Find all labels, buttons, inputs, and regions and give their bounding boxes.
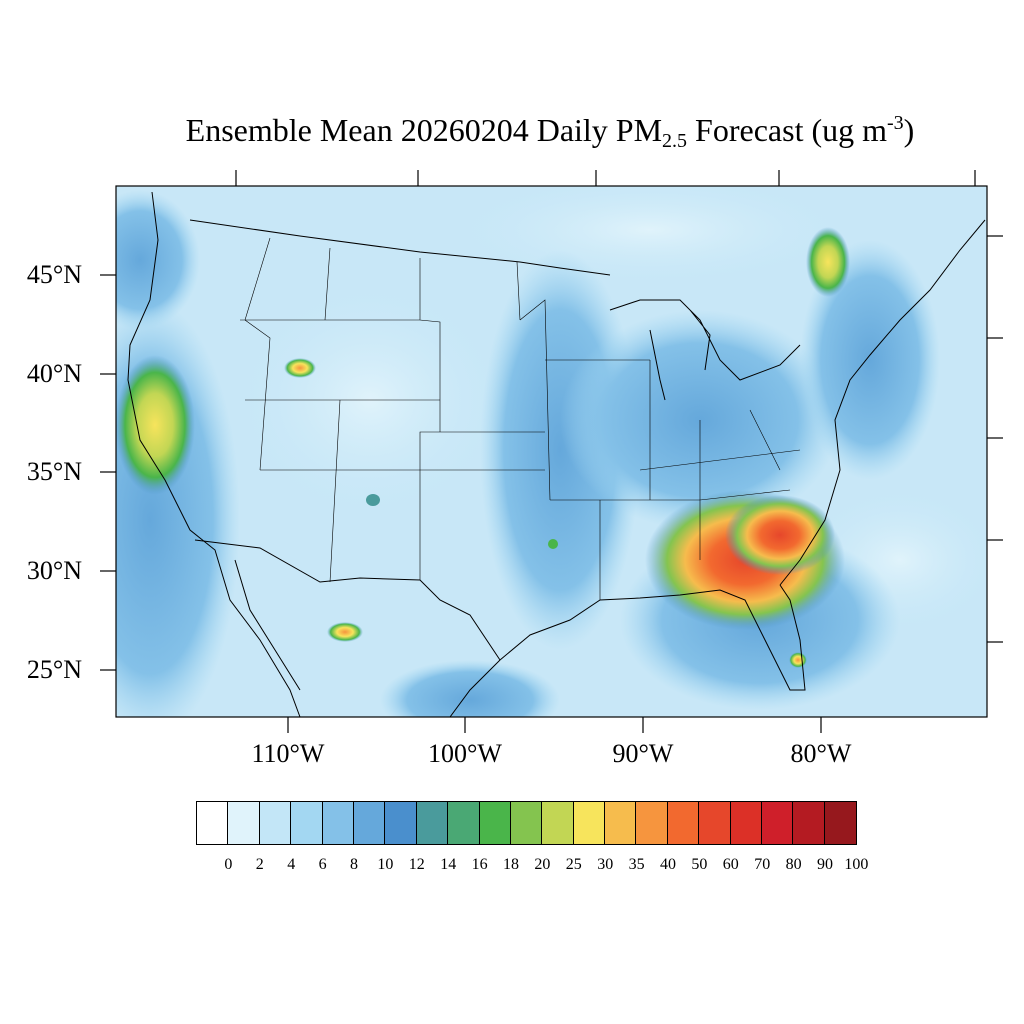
colorbar-swatch xyxy=(605,802,637,844)
lon-label-110w: 110°W xyxy=(251,739,325,768)
colorbar-swatch xyxy=(667,802,700,844)
mexico-border xyxy=(194,539,501,661)
great-lakes xyxy=(609,299,801,401)
colorbar-tick-label: 100 xyxy=(844,856,869,873)
colorbar-tick-label: 35 xyxy=(628,856,645,873)
lon-label-100w: 100°W xyxy=(428,739,502,768)
lat-label-25n: 25°N xyxy=(26,655,82,684)
colorbar-tick-label: 70 xyxy=(754,856,771,873)
title-end: ) xyxy=(903,112,915,148)
colorbar-swatch xyxy=(291,802,323,844)
colorbar-tick-label: 25 xyxy=(565,856,582,873)
colorbar-swatch xyxy=(228,802,260,844)
gulf-coastline xyxy=(449,584,806,717)
colorbar-tick-label: 18 xyxy=(503,856,519,873)
title-subscript: 2.5 xyxy=(662,130,688,152)
canada-border xyxy=(189,219,611,276)
colorbar-tick-label: 60 xyxy=(722,856,739,873)
lon-label-80w: 80°W xyxy=(790,739,852,768)
state-lines xyxy=(240,237,801,600)
colorbar-tick-label: 30 xyxy=(597,856,614,873)
colorbar-tick-label: 6 xyxy=(318,856,327,873)
lat-label-45n: 45°N xyxy=(26,260,82,289)
colorbar-tick-label: 12 xyxy=(408,856,425,873)
title-main: Ensemble Mean 20260204 Daily PM xyxy=(185,112,663,148)
lon-label-90w: 90°W xyxy=(612,739,674,768)
concentration-field xyxy=(116,186,987,717)
colorbar-tick-label: 16 xyxy=(471,856,488,873)
colorbar-swatch xyxy=(542,802,574,844)
colorbar-swatch xyxy=(259,802,292,844)
lat-label-30n: 30°N xyxy=(26,556,82,585)
colorbar-tick-label: 20 xyxy=(534,856,551,873)
colorbar-swatch xyxy=(353,802,386,844)
colorbar-swatch xyxy=(385,802,417,844)
colorbar-tick-label: 50 xyxy=(691,856,708,873)
frame-ticks xyxy=(100,170,1003,733)
colorbar-swatch xyxy=(448,802,480,844)
coastlines-and-borders xyxy=(127,191,986,717)
colorbar-tick-label: 80 xyxy=(785,856,802,873)
colorbar-tick-label: 90 xyxy=(817,856,833,873)
map-frame xyxy=(115,185,988,718)
colorbar-swatch xyxy=(479,802,511,844)
colorbar-swatch xyxy=(197,802,229,844)
colorbar-swatch xyxy=(730,802,763,844)
colorbar xyxy=(196,801,858,845)
title-mid: Forecast (ug m xyxy=(687,112,887,148)
east-coastline xyxy=(779,219,986,586)
chart-title: Ensemble Mean 20260204 Daily PM2.5 Forec… xyxy=(0,112,1024,152)
colorbar-swatch xyxy=(699,802,731,844)
colorbar-swatch xyxy=(636,802,668,844)
colorbar-swatch xyxy=(416,802,449,844)
baja-peninsula xyxy=(234,559,301,691)
colorbar-swatch xyxy=(573,802,606,844)
colorbar-swatch xyxy=(793,802,825,844)
west-coastline xyxy=(127,191,301,717)
colorbar-tick-label: 2 xyxy=(255,856,264,873)
lat-label-35n: 35°N xyxy=(26,457,82,486)
colorbar-swatch xyxy=(824,802,857,844)
lat-label-40n: 40°N xyxy=(26,359,82,388)
colorbar-tick-label: 8 xyxy=(350,856,358,873)
colorbar-tick-label: 14 xyxy=(440,856,457,873)
colorbar-tick-label: 40 xyxy=(660,856,676,873)
colorbar-tick-label: 0 xyxy=(224,856,233,873)
colorbar-tick-label: 4 xyxy=(287,856,296,873)
colorbar-tick-label: 10 xyxy=(377,856,394,873)
colorbar-swatch xyxy=(322,802,354,844)
colorbar-swatch xyxy=(762,802,794,844)
title-superscript: -3 xyxy=(887,112,904,134)
colorbar-swatch xyxy=(510,802,543,844)
